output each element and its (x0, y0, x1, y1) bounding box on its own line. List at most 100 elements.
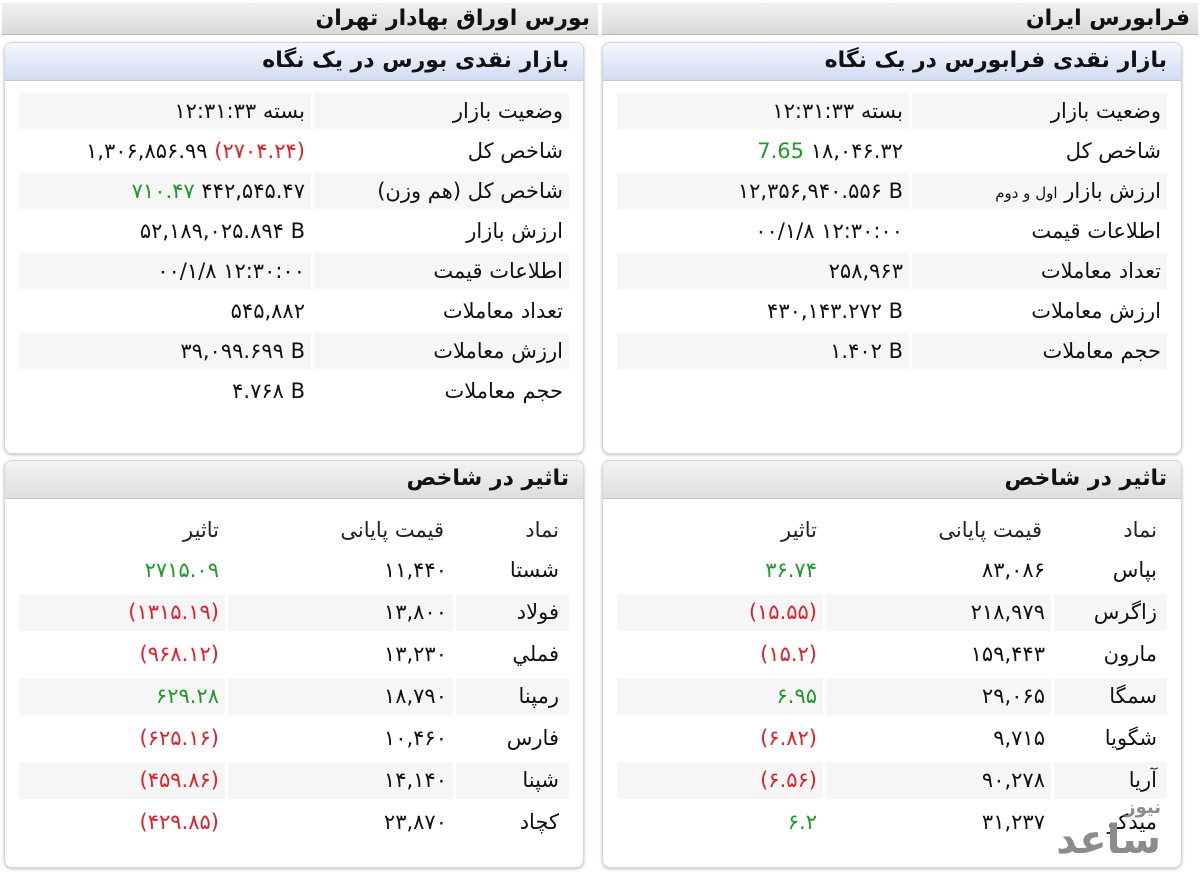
effect-cell: (۶۲۵.۱۶) (139, 725, 219, 750)
stat-value-group: 7.65 ۱۸,۰۴۶.۳۲ (617, 133, 909, 169)
table-row: (۶.۵۶) ۹۰,۲۷۸ آریا (617, 759, 1167, 801)
stat-label: وضعیت بازار (912, 93, 1167, 129)
column-header-price: قیمت پایانی (340, 518, 444, 542)
price-cell: ۲۱۸,۹۷۹ (826, 593, 1051, 631)
column-header-symbol: نماد (525, 518, 559, 542)
stat-value: ۱,۳۰۶,۸۵۶.۹۹ (86, 139, 208, 163)
stat-value: ۴۴۲,۵۴۵.۴۷ (201, 179, 305, 203)
price-cell: ۸۳,۰۸۶ (981, 557, 1045, 582)
table-row: ۶.۹۵ ۲۹,۰۶۵ سمگا (617, 675, 1167, 717)
stat-label: حجم معاملات (444, 379, 563, 403)
effect-cell: (۱۵.۵۵) (617, 593, 823, 631)
stat-row-market-status: بسته ۱۲:۳۱:۳۳ وضعیت بازار (19, 91, 569, 131)
effect-cell: ۳۶.۷۴ (765, 557, 817, 582)
stat-row-market-value: ۱۲,۳۵۶,۹۴۰.۵۵۶ B ارزش بازار اول و دوم (617, 171, 1167, 211)
stat-value: ۴.۷۶۸ B (232, 379, 305, 403)
symbol-cell: فولاد (456, 593, 569, 631)
stat-value: بسته ۱۲:۳۱:۳۳ (19, 93, 311, 129)
farabourse-impact-rows: ۳۶.۷۴ ۸۳,۰۸۶ بپاس (۱۵.۵۵) ۲۱۸,۹۷۹ زاگرس … (617, 549, 1167, 843)
farabourse-title: فرابورس ایران (1025, 6, 1190, 31)
stat-row-market-status: بسته ۱۲:۳۱:۳۳ وضعیت بازار (617, 91, 1167, 131)
stat-value: ۱۲,۳۵۶,۹۴۰.۵۵۶ B (617, 173, 909, 209)
stat-label-suffix: اول و دوم (995, 184, 1058, 202)
stat-row-trade-volume: ۱.۴۰۲ B حجم معاملات (617, 331, 1167, 371)
logo-small-text: نیوز (1124, 797, 1161, 818)
price-cell: ۱۴,۱۴۰ (228, 761, 453, 799)
symbol-cell: شستا (509, 557, 559, 582)
stat-label: ارزش معاملات (314, 333, 569, 369)
bourse-glance-list: بسته ۱۲:۳۱:۳۳ وضعیت بازار ۱,۳۰۶,۸۵۶.۹۹ (… (19, 91, 569, 411)
table-row: (۶.۸۲) ۹,۷۱۵ شگویا (617, 717, 1167, 759)
table-row: (۹۶۸.۱۲) ۱۳,۲۳۰ فملي (19, 633, 569, 675)
stat-row-total-index: 7.65 ۱۸,۰۴۶.۳۲ شاخص کل (617, 131, 1167, 171)
farabourse-impact-panel: تاثیر در شاخص تاثیر قیمت پایانی نماد ۳۶.… (602, 460, 1182, 868)
effect-cell: (۹۶۸.۱۲) (139, 641, 219, 666)
stat-row-trade-value: ۴۳۰,۱۴۳.۲۷۲ B ارزش معاملات (617, 291, 1167, 331)
bourse-glance-panel: بازار نقدی بورس در یک نگاه بسته ۱۲:۳۱:۳۳… (4, 42, 584, 454)
stat-row-trade-count: ۵۴۵,۸۸۲ تعداد معاملات (19, 291, 569, 331)
effect-cell: (۴۵۹.۸۶) (19, 761, 225, 799)
symbol-cell: بپاس (1112, 557, 1157, 582)
symbol-cell: میدکو (1107, 809, 1157, 834)
column-header-effect: تاثیر (780, 518, 817, 542)
stat-label: حجم معاملات (912, 333, 1167, 369)
stat-value-group: ۷۱۰.۴۷ ۴۴۲,۵۴۵.۴۷ (19, 173, 311, 209)
symbol-cell: شگویا (1104, 725, 1157, 750)
symbol-cell: کچاد (519, 809, 559, 834)
stat-row-trade-volume: ۴.۷۶۸ B حجم معاملات (19, 371, 569, 411)
stat-label-group: ارزش بازار اول و دوم (912, 173, 1167, 209)
stat-value: ۵۴۵,۸۸۲ (230, 299, 305, 323)
effect-cell: (۶.۵۶) (617, 761, 823, 799)
stat-row-total-index: ۱,۳۰۶,۸۵۶.۹۹ (۲۷۰۴.۲۴) شاخص کل (19, 131, 569, 171)
stat-label: شاخص کل (1065, 139, 1161, 163)
table-row: ۲۷۱۵.۰۹ ۱۱,۴۴۰ شستا (19, 549, 569, 591)
stat-value: ۱۸,۰۴۶.۳۲ (810, 139, 903, 163)
stat-label: شاخص کل (هم وزن) (314, 173, 569, 209)
table-row: (۱۳۱۵.۱۹) ۱۳,۸۰۰ فولاد (19, 591, 569, 633)
column-header-price: قیمت پایانی (938, 518, 1042, 542)
bourse-title-bar: بورس اوراق بهادار تهران (2, 3, 598, 35)
bourse-impact-panel: تاثیر در شاخص تاثیر قیمت پایانی نماد ۲۷۱… (4, 460, 584, 868)
price-cell: ۱۵۹,۴۴۳ (970, 641, 1045, 666)
stat-value: ۱.۴۰۲ B (617, 333, 909, 369)
stat-row-price-info: ۰۰/۱/۸ ۱۲:۳۰:۰۰ اطلاعات قیمت (19, 251, 569, 291)
table-row: ۳۶.۷۴ ۸۳,۰۸۶ بپاس (617, 549, 1167, 591)
column-header-symbol: نماد (1123, 518, 1157, 542)
symbol-cell: شپنا (456, 761, 569, 799)
price-cell: ۹,۷۱۵ (993, 725, 1045, 750)
table-header: تاثیر قیمت پایانی نماد (19, 507, 569, 553)
stat-label: اطلاعات قیمت (314, 253, 569, 289)
table-row: ۶.۲ ۳۱,۲۳۷ میدکو (617, 801, 1167, 843)
bourse-title: بورس اوراق بهادار تهران (315, 6, 590, 31)
column-header-effect: تاثیر (182, 518, 219, 542)
farabourse-glance-list: بسته ۱۲:۳۱:۳۳ وضعیت بازار 7.65 ۱۸,۰۴۶.۳۲… (617, 91, 1167, 371)
stat-value: ۲۵۸,۹۶۳ (617, 253, 909, 289)
table-row: (۴۵۹.۸۶) ۱۴,۱۴۰ شپنا (19, 759, 569, 801)
stat-value: ۵۲,۱۸۹,۰۲۵.۸۹۴ B (139, 219, 305, 243)
stat-value: ۰۰/۱/۸ ۱۲:۳۰:۰۰ (755, 219, 903, 243)
stat-label: وضعیت بازار (314, 93, 569, 129)
price-cell: ۱۱,۴۴۰ (383, 557, 447, 582)
logo-main-text: ساعد (1056, 817, 1161, 861)
effect-cell: (۱۳۱۵.۱۹) (19, 593, 225, 631)
price-cell: ۱۳,۲۳۰ (383, 641, 447, 666)
price-cell: ۲۹,۰۶۵ (826, 677, 1051, 715)
symbol-cell: سمگا (1054, 677, 1167, 715)
stat-row-market-value: ۵۲,۱۸۹,۰۲۵.۸۹۴ B ارزش بازار (19, 211, 569, 251)
symbol-cell: زاگرس (1054, 593, 1167, 631)
stat-label: تعداد معاملات (442, 299, 563, 323)
index-change-negative: (۲۷۰۴.۲۴) (214, 139, 305, 163)
farabourse-impact-title: تاثیر در شاخص (603, 461, 1181, 499)
index-change-positive: 7.65 (757, 139, 804, 163)
stat-value: بسته ۱۲:۳۱:۳۳ (617, 93, 909, 129)
symbol-cell: مارون (1103, 641, 1157, 666)
index-change-positive: ۷۱۰.۴۷ (131, 179, 195, 203)
stat-label: ارزش بازار (1064, 179, 1161, 203)
bourse-impact-title: تاثیر در شاخص (5, 461, 583, 499)
stat-value: ۴۳۰,۱۴۳.۲۷۲ B (767, 299, 903, 323)
stat-row-price-info: ۰۰/۱/۸ ۱۲:۳۰:۰۰ اطلاعات قیمت (617, 211, 1167, 251)
bourse-impact-rows: ۲۷۱۵.۰۹ ۱۱,۴۴۰ شستا (۱۳۱۵.۱۹) ۱۳,۸۰۰ فول… (19, 549, 569, 843)
stat-label: ارزش بازار (466, 219, 563, 243)
effect-cell: (۱۵.۲) (760, 641, 817, 666)
price-cell: ۳۱,۲۳۷ (981, 809, 1045, 834)
